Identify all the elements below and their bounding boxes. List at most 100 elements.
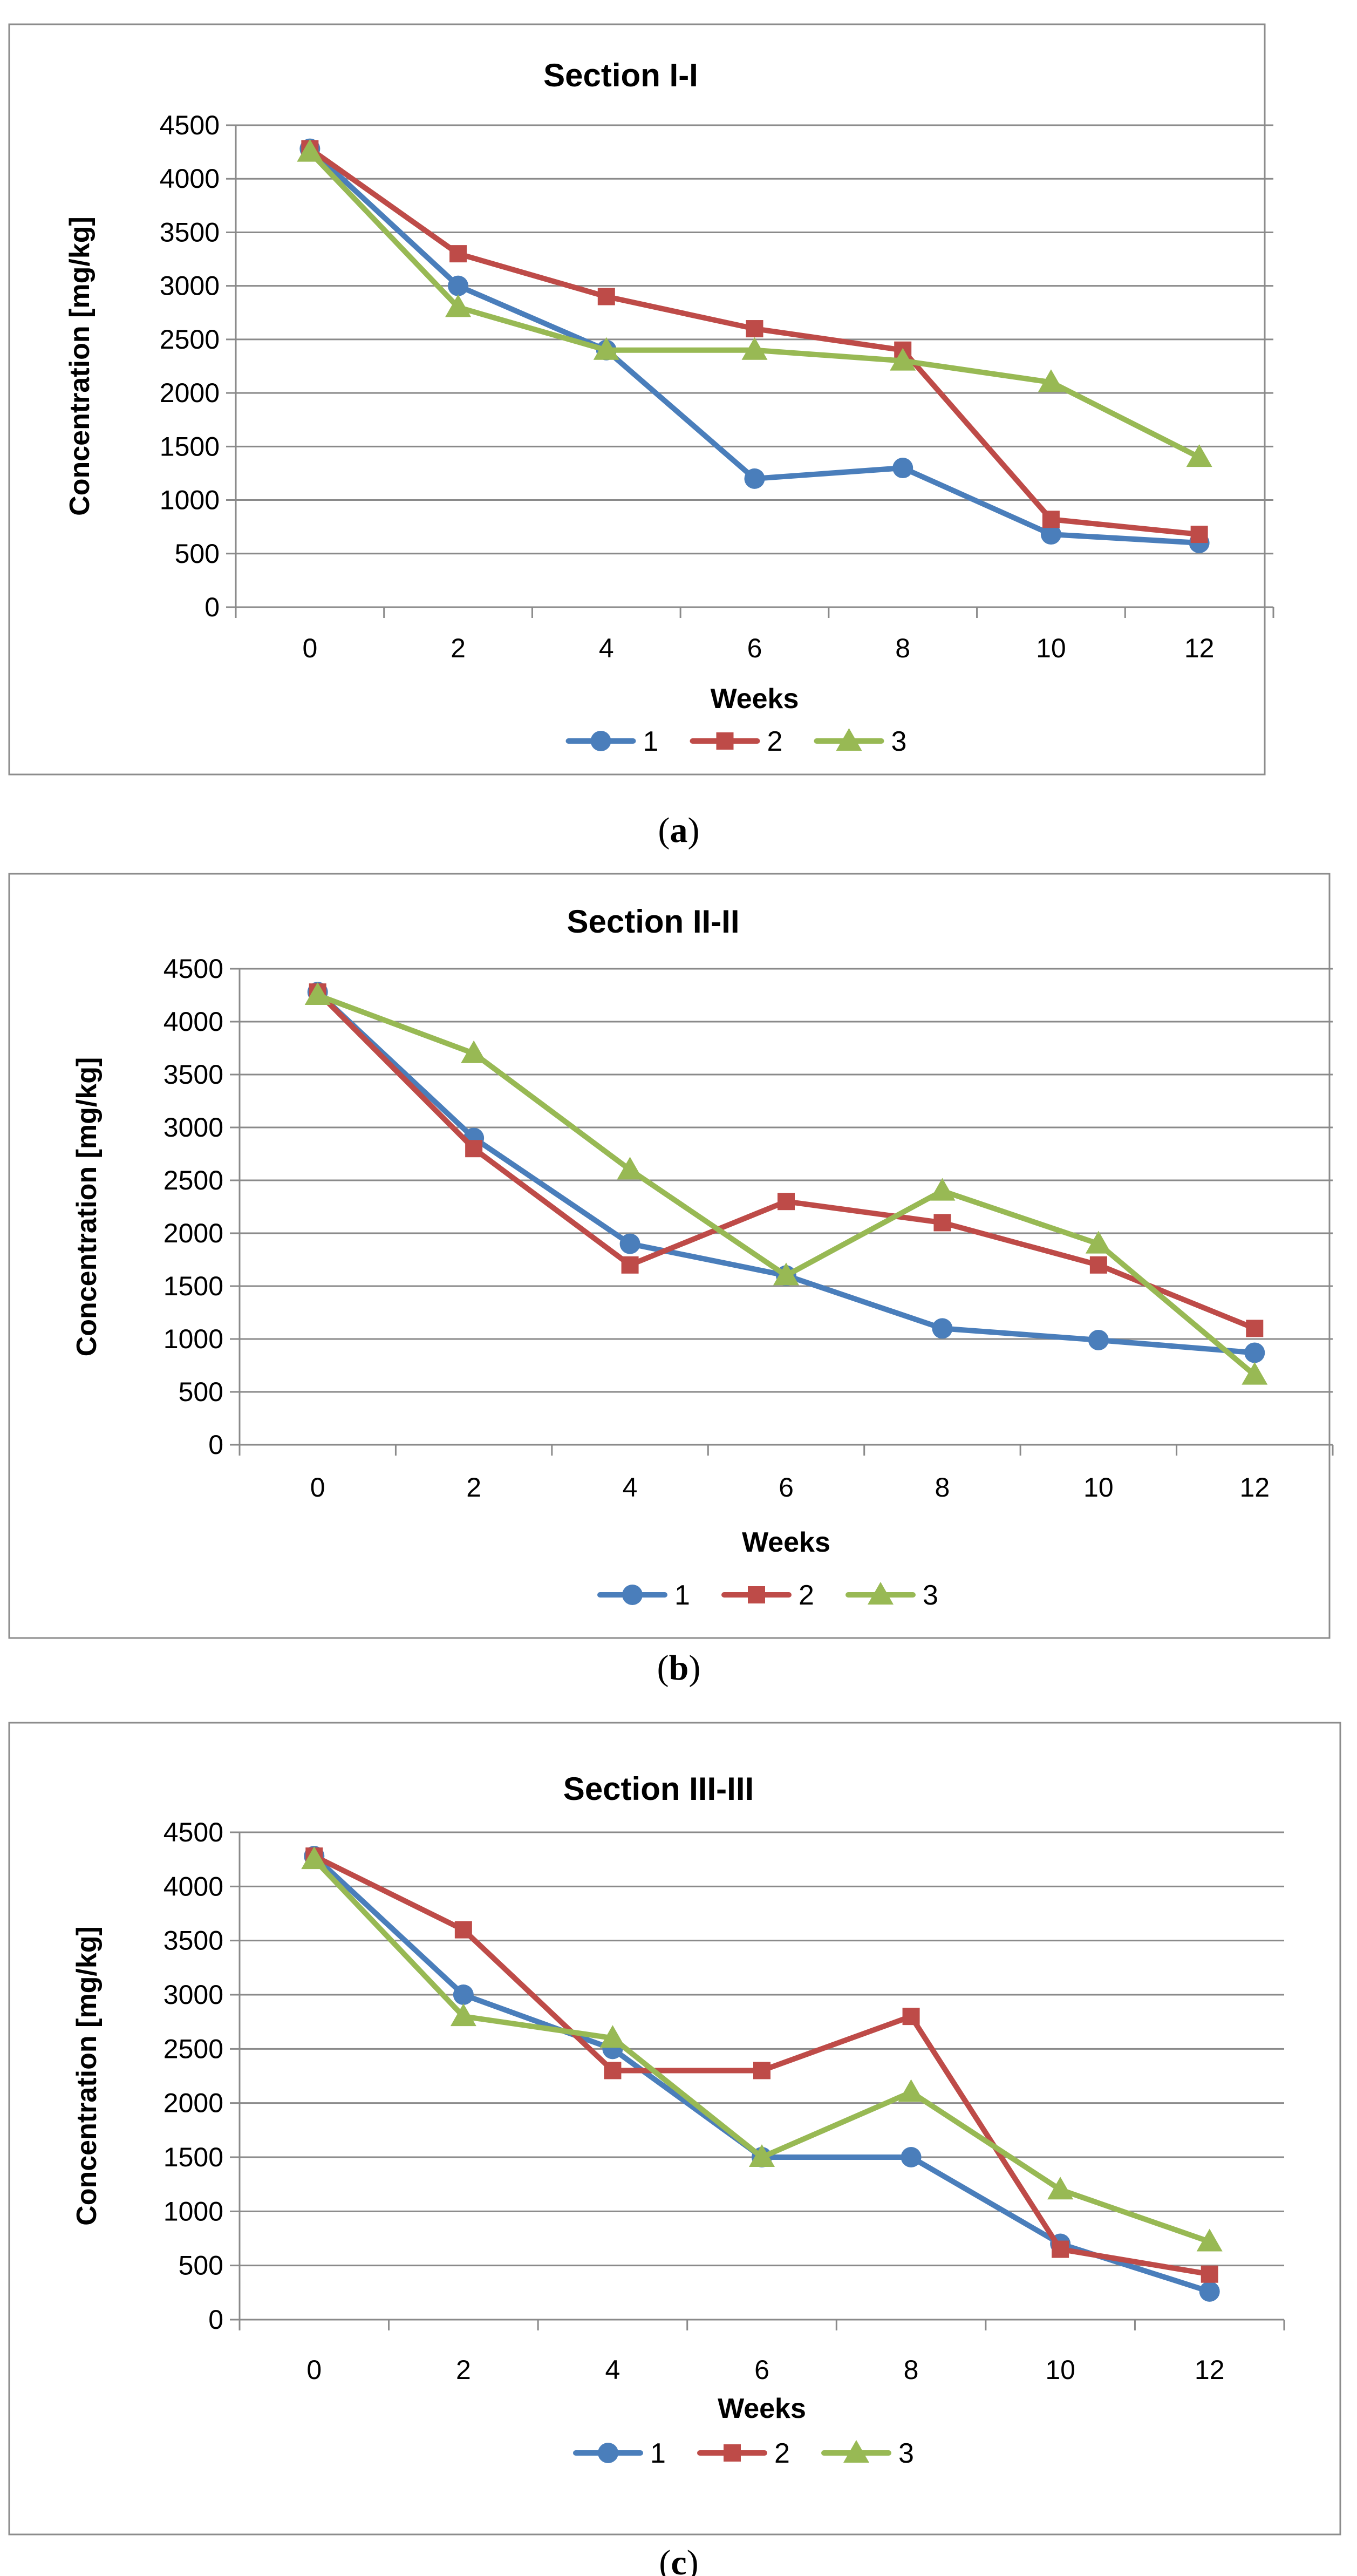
y-tick-label: 4500 bbox=[163, 1817, 223, 1847]
y-axis-label: Concentration [mg/kg] bbox=[71, 1926, 103, 2226]
series-3 bbox=[301, 1846, 1223, 2252]
data-point bbox=[304, 982, 331, 1005]
legend-marker bbox=[590, 731, 611, 751]
data-point bbox=[1085, 1231, 1111, 1254]
y-tick-label: 3000 bbox=[163, 1112, 223, 1143]
x-tick-label: 6 bbox=[747, 633, 762, 663]
panel-caption: (b) bbox=[657, 1648, 701, 1688]
legend-label: 3 bbox=[891, 726, 907, 757]
data-point bbox=[597, 288, 615, 305]
x-tick-label: 10 bbox=[1045, 2355, 1075, 2385]
legend-item-2: 2 bbox=[697, 2438, 790, 2469]
x-axis-label: Weeks bbox=[718, 2393, 806, 2424]
data-point bbox=[617, 1157, 643, 1180]
y-tick-label: 0 bbox=[208, 1430, 223, 1460]
y-tick-label: 4000 bbox=[163, 1871, 223, 1901]
x-tick-label: 12 bbox=[1184, 633, 1215, 663]
legend-marker bbox=[598, 2443, 618, 2463]
data-point bbox=[892, 458, 913, 479]
legend-marker bbox=[836, 728, 862, 751]
data-point bbox=[902, 2008, 920, 2026]
x-tick-label: 2 bbox=[456, 2355, 471, 2385]
y-tick-label: 1500 bbox=[160, 431, 220, 461]
data-point bbox=[297, 139, 323, 162]
data-point bbox=[1038, 369, 1064, 392]
legend-item-1: 1 bbox=[597, 1580, 690, 1611]
chart-frame bbox=[8, 873, 1331, 1639]
data-point bbox=[449, 245, 467, 263]
legend-label: 3 bbox=[923, 1580, 938, 1611]
legend-marker bbox=[724, 2444, 741, 2462]
x-tick-label: 8 bbox=[904, 2355, 919, 2385]
data-point bbox=[932, 1318, 953, 1339]
x-tick-label: 8 bbox=[895, 633, 910, 663]
legend: 1 2 3 bbox=[597, 1580, 938, 1611]
data-point bbox=[619, 1233, 640, 1254]
legend-label: 3 bbox=[898, 2438, 914, 2469]
legend-item-3: 3 bbox=[814, 726, 907, 757]
y-tick-label: 2000 bbox=[163, 1218, 223, 1248]
data-point bbox=[929, 1178, 956, 1201]
legend-item-3: 3 bbox=[845, 1580, 938, 1611]
y-tick-label: 1000 bbox=[163, 2196, 223, 2226]
series-2 bbox=[301, 140, 1208, 543]
x-tick-label: 0 bbox=[306, 2355, 322, 2385]
legend-label: 1 bbox=[650, 2438, 666, 2469]
legend-item-3: 3 bbox=[821, 2438, 914, 2469]
data-point bbox=[749, 2144, 775, 2167]
y-tick-label: 2500 bbox=[163, 2034, 223, 2064]
series-3 bbox=[297, 139, 1212, 467]
legend-item-1: 1 bbox=[565, 726, 659, 757]
legend-label: 2 bbox=[774, 2438, 790, 2469]
y-tick-label: 1000 bbox=[160, 485, 220, 515]
y-tick-label: 2000 bbox=[163, 2088, 223, 2118]
data-point bbox=[773, 1262, 799, 1286]
legend: 1 2 3 bbox=[565, 726, 907, 757]
x-tick-label: 8 bbox=[935, 1472, 950, 1503]
x-tick-label: 0 bbox=[310, 1472, 325, 1503]
data-point bbox=[1047, 2177, 1074, 2200]
legend-label: 1 bbox=[643, 726, 659, 757]
data-point bbox=[933, 1214, 951, 1232]
data-point bbox=[1242, 1362, 1268, 1385]
y-axis-label: Concentration [mg/kg] bbox=[64, 216, 96, 516]
data-point bbox=[1088, 1329, 1109, 1350]
data-point bbox=[1196, 2228, 1223, 2252]
y-tick-label: 0 bbox=[208, 2305, 223, 2335]
data-point bbox=[1186, 444, 1212, 467]
data-point bbox=[1199, 2281, 1220, 2302]
data-point bbox=[1244, 1342, 1265, 1363]
chart-title: Section I-I bbox=[543, 57, 698, 93]
y-tick-label: 1500 bbox=[163, 1271, 223, 1301]
data-point bbox=[1201, 2265, 1218, 2283]
data-point bbox=[778, 1193, 795, 1211]
panel-caption: (c) bbox=[659, 2543, 698, 2576]
y-tick-label: 4000 bbox=[163, 1007, 223, 1037]
x-tick-label: 10 bbox=[1036, 633, 1066, 663]
y-tick-label: 500 bbox=[179, 2251, 223, 2281]
data-point bbox=[604, 2062, 622, 2079]
x-tick-label: 4 bbox=[599, 633, 614, 663]
data-point bbox=[461, 1040, 487, 1063]
x-tick-label: 6 bbox=[754, 2355, 769, 2385]
legend-label: 1 bbox=[674, 1580, 690, 1611]
chart-frame bbox=[8, 23, 1266, 776]
legend-marker bbox=[868, 1582, 894, 1605]
legend-item-2: 2 bbox=[690, 726, 783, 757]
data-point bbox=[898, 2079, 924, 2102]
legend-label: 2 bbox=[767, 726, 783, 757]
data-point bbox=[746, 320, 763, 338]
x-tick-label: 12 bbox=[1239, 1472, 1270, 1503]
y-tick-label: 2500 bbox=[160, 324, 220, 355]
y-tick-label: 0 bbox=[204, 592, 220, 622]
data-point bbox=[1089, 1256, 1107, 1274]
panel-caption-letter: b bbox=[669, 1648, 689, 1688]
data-point bbox=[1052, 2240, 1069, 2258]
y-tick-label: 3000 bbox=[163, 1980, 223, 2010]
chart-panel-3: 0 500 1000 1500 2000 2500 3000 3500 4000 4500 0 2 4 6… bbox=[8, 1722, 1341, 2536]
x-tick-label: 12 bbox=[1195, 2355, 1225, 2385]
y-tick-label: 2500 bbox=[163, 1165, 223, 1195]
panel-caption-letter: a bbox=[670, 811, 688, 850]
legend-item-2: 2 bbox=[721, 1580, 814, 1611]
